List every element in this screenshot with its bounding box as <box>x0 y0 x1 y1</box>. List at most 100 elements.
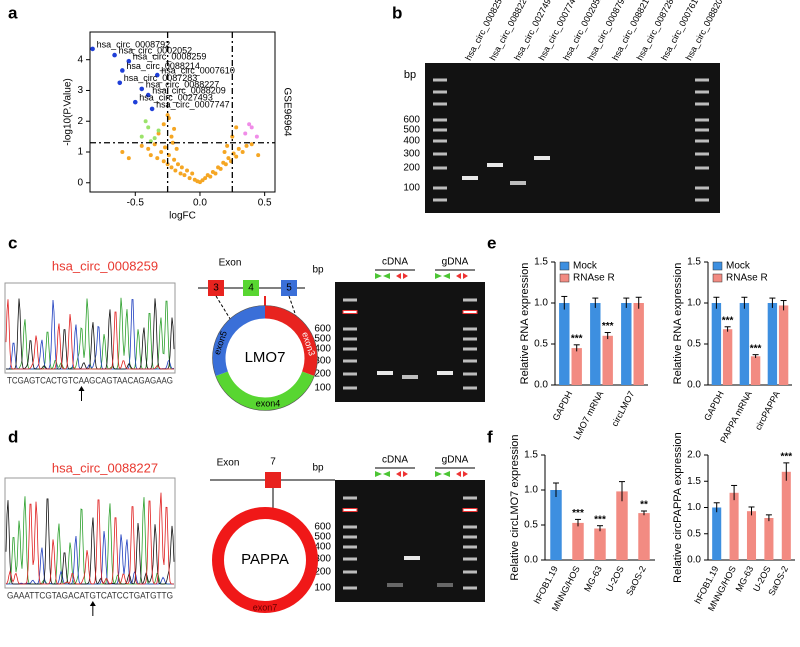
point <box>139 143 144 148</box>
ladder-band <box>463 570 477 574</box>
point <box>208 174 213 179</box>
labeled-point <box>154 72 160 78</box>
primer-arrow <box>456 471 461 477</box>
y-tick-label: 1.5 <box>687 476 701 487</box>
ladder-band <box>343 545 357 549</box>
point <box>236 146 241 151</box>
primer-arrow <box>443 273 450 279</box>
labeled-point <box>126 58 132 64</box>
point <box>190 171 195 176</box>
labeled-point <box>90 46 95 52</box>
legend-swatch <box>559 261 570 271</box>
point <box>256 153 261 158</box>
ladder-band <box>343 347 357 351</box>
primer-arrow <box>403 471 408 477</box>
ladder-band <box>433 78 447 82</box>
panel-label: a <box>8 3 18 22</box>
point <box>249 142 254 147</box>
ladder-band <box>695 128 709 132</box>
point-label: hsa_circ_0008792 <box>97 39 171 49</box>
panel-label: b <box>392 3 402 22</box>
legend-swatch <box>712 273 723 283</box>
side-label: GSE96964 <box>281 88 292 137</box>
y-tick-label: 0.0 <box>687 380 701 391</box>
sample-band <box>462 176 478 180</box>
point <box>178 171 183 176</box>
gel-image <box>425 63 720 213</box>
point-label: hsa_circ_0008259 <box>133 52 207 62</box>
point-label: hsa_circ_0002052 <box>119 45 193 55</box>
point <box>120 150 125 154</box>
x-tick-label: circPAPPA <box>753 389 782 431</box>
y-tick-label: 0.0 <box>687 555 701 566</box>
significance: ** <box>640 500 648 511</box>
trace <box>5 498 175 585</box>
panel-label: c <box>8 233 17 252</box>
y-tick-label: 0.5 <box>524 520 538 531</box>
y-tick-label: 3 <box>77 85 83 96</box>
ladder-band <box>463 298 477 302</box>
point <box>170 140 175 145</box>
point <box>247 122 252 127</box>
ladder-band <box>695 78 709 82</box>
ladder-band <box>463 586 477 590</box>
marker-label: 200 <box>314 567 331 578</box>
exon-number: 3 <box>213 283 219 294</box>
point <box>213 171 218 176</box>
x-tick-label: GAPDH <box>551 389 575 422</box>
ladder-band <box>462 508 478 512</box>
marker-label: 500 <box>403 125 420 136</box>
point <box>159 150 164 154</box>
ladder-band <box>342 508 358 512</box>
sample-band <box>402 375 418 379</box>
ladder-band <box>695 90 709 94</box>
y-tick-label: 0.0 <box>534 380 548 391</box>
y-tick-label: 0.5 <box>534 339 548 350</box>
ladder-band <box>463 347 477 351</box>
group-label: gDNA <box>442 455 469 466</box>
bar <box>712 507 722 560</box>
gene-name: PAPPA <box>241 551 289 568</box>
exon-label: Exon <box>219 258 242 269</box>
primer-arrow <box>443 471 450 477</box>
marker-label: 400 <box>314 344 331 355</box>
exon-box <box>281 280 297 296</box>
ladder-band <box>343 327 357 331</box>
marker-label: 300 <box>314 356 331 367</box>
point <box>163 145 168 150</box>
point <box>155 156 160 161</box>
point <box>146 146 151 151</box>
point <box>172 126 177 131</box>
point <box>126 156 131 161</box>
bar <box>559 303 570 385</box>
junction-arrowhead <box>89 601 96 606</box>
ladder-band <box>463 525 477 529</box>
primer-arrow <box>463 471 468 477</box>
circ-title: hsa_circ_0008259 <box>52 258 158 273</box>
x-tick-label: SaOS-2 <box>624 564 648 597</box>
sample-band <box>437 371 453 375</box>
ladder-band <box>343 557 357 561</box>
point <box>222 150 227 154</box>
bp-label: bp <box>312 265 324 276</box>
ladder-band <box>343 359 357 363</box>
point <box>234 154 239 159</box>
ladder-band <box>463 327 477 331</box>
point <box>218 166 223 171</box>
point-label: hsa_circ_0007747 <box>156 99 230 109</box>
panel-label: e <box>487 233 496 252</box>
ladder-band <box>343 570 357 574</box>
ladder-band <box>695 118 709 122</box>
point <box>174 146 179 151</box>
significance: *** <box>780 452 792 463</box>
x-axis-label: logFC <box>169 211 196 222</box>
ladder-band <box>463 535 477 539</box>
primer-arrow <box>456 273 461 279</box>
point <box>156 128 161 133</box>
point <box>249 125 254 130</box>
bar <box>571 348 582 385</box>
legend-swatch <box>559 273 570 283</box>
bar <box>616 491 628 560</box>
labeled-point <box>132 99 138 105</box>
